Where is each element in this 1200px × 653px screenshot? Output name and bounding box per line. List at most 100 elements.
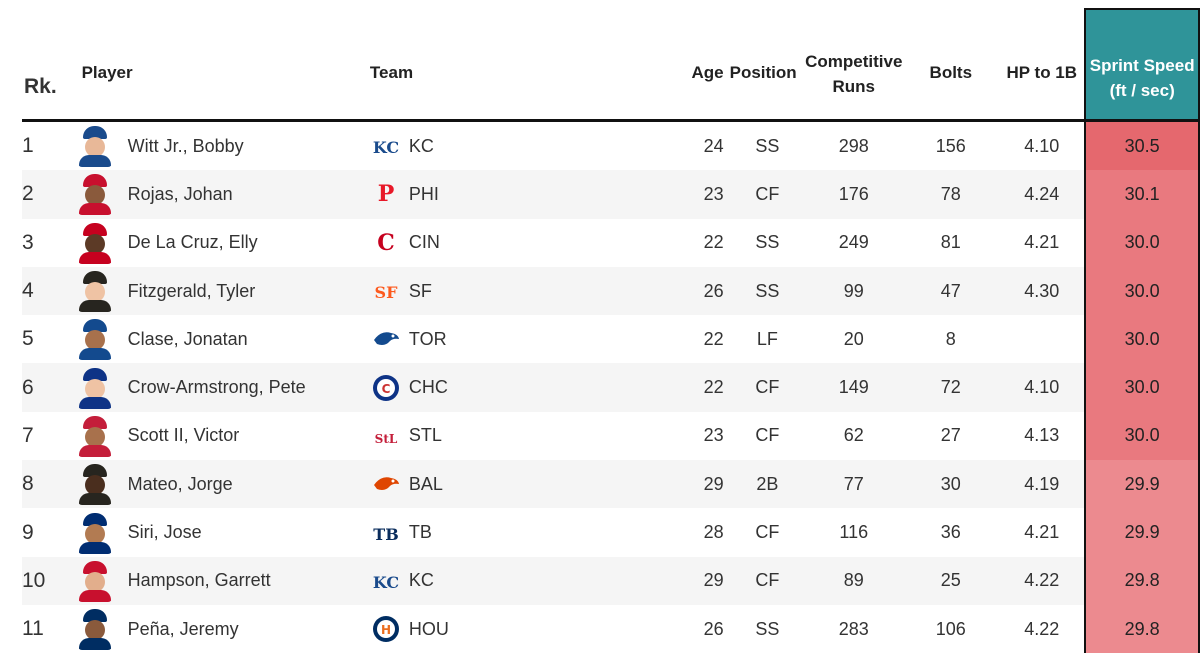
team-abbrev: KC (408, 570, 434, 591)
team-logo-icon: KC (371, 566, 401, 596)
table-row[interactable]: 8 Mateo, Jorge BAL 29 2B 77 30 4.19 29.9 (22, 460, 1200, 509)
table-row[interactable]: 6 Crow-Armstrong, Pete C CHC 22 CF 149 7… (22, 363, 1200, 412)
table-row[interactable]: 10 Hampson, Garrett KC KC 29 CF 89 25 4.… (22, 556, 1200, 605)
table-row[interactable]: 1 Witt Jr., Bobby KC KC 24 SS 298 156 4.… (22, 120, 1200, 171)
team-cell: BAL (367, 460, 677, 509)
header-team[interactable]: Team (369, 63, 414, 82)
rank-cell: 6 (22, 363, 64, 412)
player-cell: Fitzgerald, Tyler (63, 266, 368, 316)
table-row[interactable]: 4 Fitzgerald, Tyler SF SF 26 SS 99 47 4.… (22, 266, 1200, 316)
age-cell: 23 (703, 425, 724, 446)
rank-cell: 4 (22, 266, 64, 316)
competitive-runs-cell: 149 (805, 363, 903, 412)
table-row[interactable]: 5 Clase, Jonatan TOR 22 LF 20 8 30.0 (22, 315, 1200, 364)
team-logo-icon: SF (371, 276, 401, 306)
age-cell: 22 (703, 328, 724, 349)
team-abbrev: SF (408, 280, 432, 301)
header-position[interactable]: Position (729, 63, 797, 82)
rank-cell: 9 (22, 520, 34, 544)
player-name-link[interactable]: Rojas, Johan (127, 183, 233, 204)
hp-to-1b-cell: 4.21 (1024, 232, 1060, 253)
team-abbrev: BAL (408, 473, 443, 494)
player-name-link[interactable]: De La Cruz, Elly (127, 232, 258, 253)
bolts-cell: 8 (945, 328, 956, 349)
player-headshot[interactable] (78, 222, 112, 264)
player-headshot[interactable] (78, 367, 112, 409)
player-headshot[interactable] (78, 415, 112, 457)
svg-text:KC: KC (373, 138, 399, 157)
bolts-cell: 156 (935, 135, 966, 156)
team-cell: C CIN (368, 219, 677, 267)
svg-text:TB: TB (373, 525, 398, 544)
player-name-link[interactable]: Witt Jr., Bobby (127, 135, 244, 156)
header-bolts[interactable]: Bolts (929, 63, 973, 82)
position-cell: CF (729, 363, 806, 412)
player-cell: Crow-Armstrong, Pete (63, 363, 368, 412)
team-abbrev: KC (408, 135, 434, 156)
player-headshot[interactable] (78, 560, 112, 602)
player-headshot[interactable] (78, 463, 112, 506)
age-cell: 24 (703, 135, 724, 156)
sprint-speed-cell: 30.0 (1084, 363, 1200, 412)
player-name-link[interactable]: Siri, Jose (127, 522, 202, 543)
player-name-link[interactable]: Peña, Jeremy (127, 618, 239, 639)
competitive-runs-cell: 20 (843, 328, 864, 349)
age-cell: 28 (703, 522, 724, 543)
player-headshot[interactable] (78, 512, 112, 554)
position-cell: SS (729, 266, 806, 316)
team-abbrev: CHC (408, 377, 448, 398)
hp-to-1b-cell: 4.13 (1024, 425, 1060, 446)
player-name-link[interactable]: Fitzgerald, Tyler (127, 280, 256, 301)
team-cell: TB TB (368, 508, 677, 556)
player-headshot[interactable] (78, 270, 112, 313)
team-logo-icon: KC (371, 131, 401, 161)
table-row[interactable]: 7 Scott II, Victor StL STL 23 CF 62 27 4… (22, 411, 1200, 461)
age-cell: 22 (676, 363, 730, 412)
sprint-speed-cell: 30.0 (1084, 411, 1200, 461)
rank-cell: 7 (22, 423, 34, 447)
player-headshot[interactable] (78, 318, 112, 361)
player-name-link[interactable]: Crow-Armstrong, Pete (127, 377, 306, 398)
header-rank[interactable]: Rk. (24, 75, 57, 98)
bolts-cell: 25 (902, 556, 1000, 605)
header-competitive-runs[interactable]: Competitive Runs (805, 52, 903, 96)
player-headshot[interactable] (78, 125, 112, 168)
team-logo-icon: P (371, 179, 401, 209)
table-row[interactable]: 2 Rojas, Johan P PHI 23 CF 176 78 4.24 3… (22, 170, 1200, 219)
position-cell: CF (729, 170, 806, 219)
sprint-speed-cell: 30.0 (1084, 315, 1200, 364)
header-hp-to-1b[interactable]: HP to 1B (1006, 63, 1078, 82)
player-cell: Witt Jr., Bobby (64, 121, 368, 171)
player-cell: Siri, Jose (64, 508, 368, 556)
age-cell: 29 (676, 556, 730, 605)
table-row[interactable]: 9 Siri, Jose TB TB 28 CF 116 36 4.21 29.… (22, 508, 1200, 557)
table-row[interactable]: 3 De La Cruz, Elly C CIN 22 SS 249 81 4.… (22, 218, 1200, 267)
competitive-runs-cell: 99 (805, 266, 903, 316)
bolts-cell: 47 (902, 266, 1000, 316)
position-cell: LF (756, 328, 778, 349)
player-name-link[interactable]: Mateo, Jorge (127, 473, 233, 494)
competitive-runs-cell: 298 (838, 135, 869, 156)
header-age[interactable]: Age (691, 63, 724, 82)
team-abbrev: TOR (408, 328, 447, 349)
player-headshot[interactable] (78, 608, 112, 651)
player-name-link[interactable]: Hampson, Garrett (127, 570, 271, 591)
position-cell: CF (729, 556, 806, 605)
player-name-link[interactable]: Clase, Jonatan (127, 328, 248, 349)
svg-text:P: P (378, 181, 395, 207)
competitive-runs-cell: 249 (838, 232, 869, 253)
sprint-speed-cell: 30.0 (1084, 218, 1200, 267)
competitive-runs-cell: 116 (839, 522, 869, 543)
team-logo-icon: StL (371, 421, 401, 451)
rank-cell: 3 (22, 230, 34, 254)
header-player[interactable]: Player (81, 63, 133, 82)
player-headshot[interactable] (78, 173, 112, 216)
team-cell: TOR (368, 315, 677, 363)
header-row: Rk. Player Team Age Position Competitive… (22, 8, 1200, 121)
header-sprint-speed[interactable]: Sprint Speed (ft / sec) (1084, 8, 1200, 121)
sprint-speed-cell: 29.9 (1084, 508, 1200, 557)
competitive-runs-cell: 89 (805, 556, 903, 605)
hp-to-1b-cell: 4.10 (1024, 135, 1060, 156)
sprint-speed-cell: 29.8 (1084, 556, 1200, 605)
player-name-link[interactable]: Scott II, Victor (127, 425, 240, 446)
